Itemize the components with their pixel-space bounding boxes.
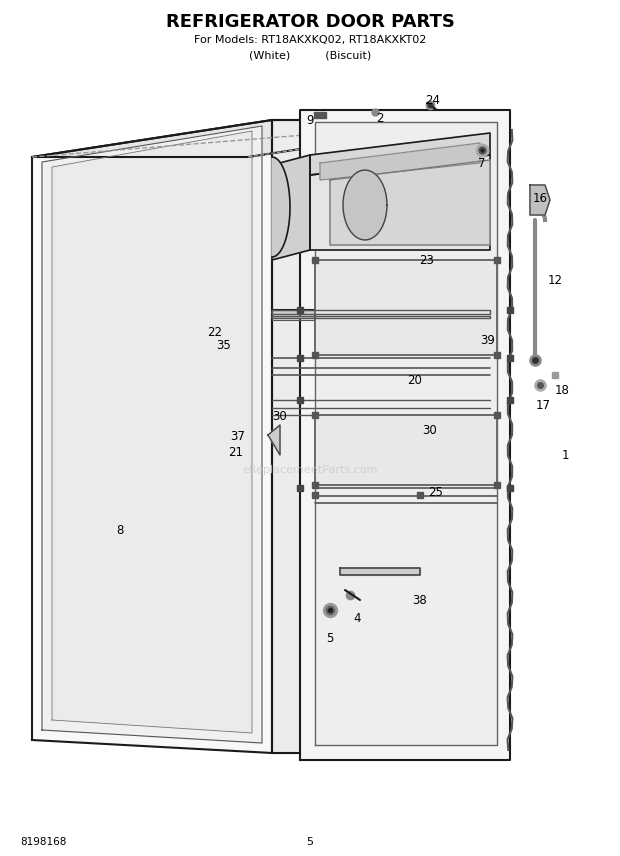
Text: 30: 30 bbox=[273, 409, 288, 423]
Text: 38: 38 bbox=[413, 593, 427, 607]
Polygon shape bbox=[52, 131, 252, 733]
Polygon shape bbox=[310, 155, 490, 250]
Text: 24: 24 bbox=[425, 93, 440, 106]
Text: 23: 23 bbox=[420, 253, 435, 266]
Text: 8: 8 bbox=[117, 524, 123, 537]
Text: eReplacementParts.com: eReplacementParts.com bbox=[242, 465, 378, 475]
Polygon shape bbox=[315, 260, 497, 355]
Text: 30: 30 bbox=[423, 424, 437, 437]
Polygon shape bbox=[272, 155, 310, 260]
Polygon shape bbox=[315, 415, 497, 485]
Text: 4: 4 bbox=[353, 611, 361, 625]
Text: 17: 17 bbox=[536, 399, 551, 412]
Text: 8198168: 8198168 bbox=[20, 837, 66, 847]
Text: 16: 16 bbox=[533, 192, 547, 205]
Text: 22: 22 bbox=[208, 325, 223, 338]
Text: 21: 21 bbox=[229, 445, 244, 459]
Polygon shape bbox=[272, 316, 490, 318]
Polygon shape bbox=[340, 568, 420, 575]
Polygon shape bbox=[272, 310, 490, 314]
Polygon shape bbox=[32, 120, 490, 157]
Text: 18: 18 bbox=[554, 383, 569, 396]
Text: 25: 25 bbox=[428, 485, 443, 498]
Text: 5: 5 bbox=[326, 632, 334, 645]
Polygon shape bbox=[272, 120, 490, 753]
Polygon shape bbox=[330, 160, 490, 245]
Text: 39: 39 bbox=[480, 334, 495, 347]
Text: 2: 2 bbox=[376, 111, 384, 124]
Text: (White)          (Biscuit): (White) (Biscuit) bbox=[249, 50, 371, 60]
Polygon shape bbox=[268, 425, 280, 455]
Text: 20: 20 bbox=[407, 373, 422, 387]
Text: 35: 35 bbox=[216, 338, 231, 352]
Polygon shape bbox=[530, 185, 550, 215]
Text: 9: 9 bbox=[306, 114, 314, 127]
Polygon shape bbox=[32, 120, 272, 753]
Polygon shape bbox=[272, 157, 290, 257]
Text: 1: 1 bbox=[561, 449, 569, 461]
Polygon shape bbox=[343, 170, 387, 240]
Text: 5: 5 bbox=[306, 837, 314, 847]
Polygon shape bbox=[300, 110, 510, 760]
Text: 7: 7 bbox=[478, 157, 485, 169]
Text: REFRIGERATOR DOOR PARTS: REFRIGERATOR DOOR PARTS bbox=[166, 13, 454, 31]
Text: 12: 12 bbox=[547, 274, 562, 287]
Text: 37: 37 bbox=[231, 430, 246, 443]
Polygon shape bbox=[42, 126, 262, 743]
Text: For Models: RT18AKXKQ02, RT18AKXKT02: For Models: RT18AKXKQ02, RT18AKXKT02 bbox=[194, 35, 426, 45]
Polygon shape bbox=[310, 133, 490, 175]
Polygon shape bbox=[320, 143, 480, 180]
Polygon shape bbox=[315, 122, 497, 745]
